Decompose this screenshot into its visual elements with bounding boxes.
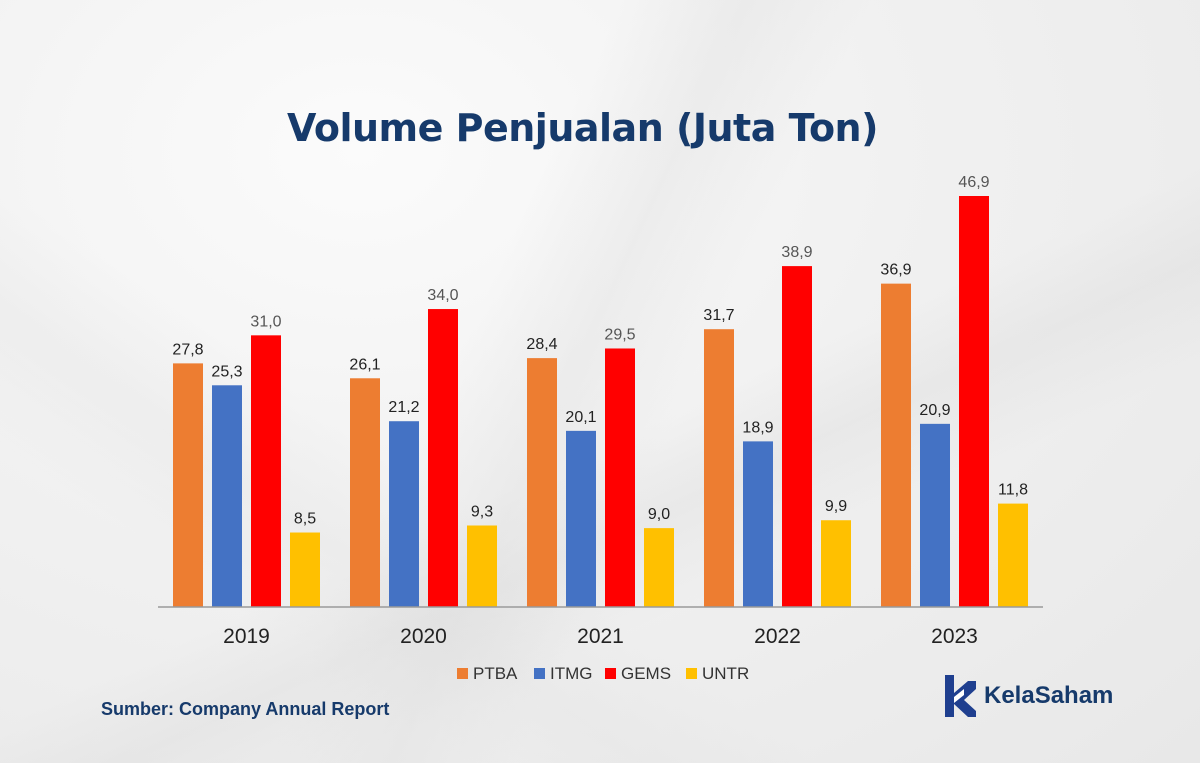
- data-label-untr-2022: 9,9: [825, 498, 847, 515]
- data-label-ptba-2021: 28,4: [526, 336, 557, 353]
- bar-gems-2021: [605, 348, 635, 607]
- data-label-untr-2019: 8,5: [294, 511, 316, 528]
- legend-swatch-untr: [686, 668, 697, 679]
- bar-itmg-2020: [389, 421, 419, 607]
- data-label-untr-2021: 9,0: [648, 506, 670, 523]
- bar-itmg-2021: [566, 430, 596, 607]
- x-tick-2023: 2023: [931, 625, 978, 648]
- data-label-itmg-2019: 25,3: [211, 363, 242, 380]
- legend-swatch-itmg: [534, 668, 545, 679]
- data-label-untr-2023: 11,8: [998, 482, 1028, 499]
- data-label-itmg-2023: 20,9: [919, 402, 950, 419]
- data-label-ptba-2020: 26,1: [349, 356, 380, 373]
- x-tick-2022: 2022: [754, 625, 801, 648]
- bar-ptba-2021: [527, 358, 557, 607]
- data-label-gems-2019: 31,0: [250, 313, 281, 330]
- x-tick-2019: 2019: [223, 625, 270, 648]
- bar-ptba-2019: [173, 363, 203, 607]
- bar-untr-2022: [821, 520, 851, 607]
- legend-label-gems: GEMS: [621, 664, 671, 683]
- kelasaham-logo-icon: [945, 675, 976, 717]
- x-tick-labels: 2019 2020 2021 2022 2023: [223, 625, 978, 648]
- x-tick-2021: 2021: [577, 625, 624, 648]
- data-label-ptba-2022: 31,7: [703, 307, 734, 324]
- bar-untr-2019: [290, 532, 320, 607]
- bar-itmg-2022: [743, 441, 773, 607]
- legend-label-untr: UNTR: [702, 664, 749, 683]
- legend-label-itmg: ITMG: [550, 664, 593, 683]
- chart-title: Volume Penjualan (Juta Ton): [287, 106, 878, 150]
- legend-swatch-ptba: [457, 668, 468, 679]
- data-label-gems-2020: 34,0: [427, 287, 458, 304]
- brand-logo: KelaSaham: [942, 673, 1113, 719]
- source-caption: Sumber: Company Annual Report: [101, 699, 390, 719]
- legend: PTBA ITMG GEMS UNTR: [457, 664, 749, 683]
- bar-ptba-2023: [881, 283, 911, 607]
- bar-gems-2019: [251, 335, 281, 607]
- bars-layer: 27,8 25,3 31,0 8,5 26,1 21,2 34,0 9,3 28,4 20,1 29…: [172, 174, 1028, 607]
- bar-ptba-2020: [350, 378, 380, 607]
- data-label-gems-2023: 46,9: [958, 174, 989, 191]
- brand-name: KelaSaham: [984, 682, 1114, 709]
- bar-untr-2020: [467, 525, 497, 607]
- data-label-untr-2020: 9,3: [471, 504, 493, 521]
- bar-untr-2021: [644, 528, 674, 607]
- bar-gems-2023: [959, 196, 989, 607]
- data-label-itmg-2022: 18,9: [742, 419, 773, 436]
- legend-label-ptba: PTBA: [473, 664, 518, 683]
- data-label-ptba-2019: 27,8: [172, 341, 203, 358]
- bar-gems-2020: [428, 309, 458, 607]
- bar-itmg-2023: [920, 423, 950, 607]
- data-label-itmg-2021: 20,1: [565, 409, 596, 426]
- x-tick-2020: 2020: [400, 625, 447, 648]
- data-label-gems-2021: 29,5: [604, 326, 635, 343]
- bar-itmg-2019: [212, 385, 242, 607]
- bar-ptba-2022: [704, 329, 734, 607]
- data-label-ptba-2023: 36,9: [880, 262, 911, 279]
- bar-untr-2023: [998, 503, 1028, 607]
- data-label-gems-2022: 38,9: [781, 244, 812, 261]
- legend-swatch-gems: [605, 668, 616, 679]
- bar-gems-2022: [782, 266, 812, 607]
- data-label-itmg-2020: 21,2: [388, 399, 419, 416]
